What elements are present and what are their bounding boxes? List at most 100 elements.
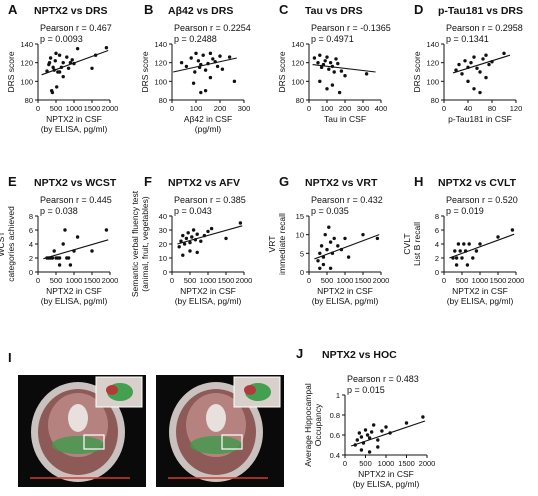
data-point (465, 263, 470, 267)
data-point (327, 67, 331, 71)
x-tick-label: 1500 (490, 276, 507, 285)
data-point (68, 263, 73, 267)
x-tick-label: 100 (190, 104, 203, 113)
chart-title: NPTX2 vs WCST (34, 177, 117, 189)
panel-label: F (144, 174, 152, 189)
data-point (57, 256, 62, 260)
y-tick-label: 4 (29, 240, 33, 249)
x-tick-label: 500 (456, 276, 469, 285)
y-tick-label: 0.4 (330, 451, 340, 460)
data-point (487, 62, 491, 67)
data-point (90, 249, 94, 253)
x-axis-label: NPTX2 in CSF (452, 286, 508, 296)
chart-title: NPTX2 vs CVLT (438, 177, 517, 189)
data-point (319, 244, 324, 248)
y-tick-label: 0.8 (330, 411, 340, 420)
data-point (474, 249, 479, 253)
x-axis-label: (by ELISA, pg/ml) (41, 124, 108, 134)
x-tick-label: 0 (343, 459, 347, 468)
data-point (321, 255, 326, 259)
stat-annotation: Pearson r = 0.445 (40, 195, 112, 205)
data-point (59, 65, 64, 70)
data-point (193, 238, 198, 242)
x-axis-label: (by ELISA, pg/ml) (41, 296, 108, 306)
data-point (478, 90, 482, 95)
y-axis-label: DRS score (140, 51, 150, 92)
data-point (361, 232, 365, 237)
regression-line (177, 225, 243, 245)
data-point (72, 61, 76, 66)
data-point (463, 249, 468, 253)
data-point (72, 249, 76, 253)
x-tick-label: 300 (357, 104, 370, 113)
data-point (375, 236, 380, 241)
data-point (104, 228, 109, 232)
data-point (346, 255, 351, 259)
data-point (202, 233, 207, 238)
data-point (215, 64, 220, 69)
data-point (318, 251, 322, 256)
data-point (66, 66, 71, 70)
y-tick-label: 6 (29, 226, 33, 235)
x-tick-label: 2000 (102, 104, 119, 113)
data-point (321, 62, 326, 67)
data-point (343, 236, 347, 241)
x-tick-label: 1500 (398, 459, 415, 468)
y-tick-label: 80 (159, 96, 167, 105)
data-point (376, 438, 380, 442)
x-tick-label: 0 (36, 104, 40, 113)
y-tick-label: 100 (291, 77, 304, 86)
data-point (484, 75, 488, 80)
data-point (384, 425, 388, 429)
data-point (328, 240, 333, 244)
data-point (339, 69, 344, 73)
chart-title: NPTX2 vs VRT (305, 177, 378, 189)
stat-annotation: Pearson r = -0.1365 (311, 23, 391, 33)
x-axis-label: NPTX2 in CSF (317, 286, 373, 296)
data-point (380, 429, 384, 433)
x-tick-label: 0 (442, 104, 446, 113)
x-tick-label: 1000 (337, 276, 354, 285)
data-point (365, 433, 370, 437)
data-point (61, 60, 65, 65)
y-tick-label: 30 (159, 226, 167, 235)
x-tick-label: 0 (307, 276, 311, 285)
panel-label: D (414, 2, 423, 17)
data-point (199, 90, 203, 95)
data-point (325, 55, 329, 59)
data-point (496, 235, 500, 239)
x-tick-label: 400 (375, 104, 388, 113)
data-point (206, 229, 210, 234)
data-point (48, 56, 53, 60)
y-tick-label: 10 (159, 254, 167, 263)
x-tick-label: 2000 (373, 276, 390, 285)
stat-annotation: Pearson r = 0.2958 (446, 23, 523, 33)
panel-label: E (8, 174, 17, 189)
panel-label: G (279, 174, 289, 189)
data-point (458, 249, 462, 253)
data-point (188, 240, 192, 245)
data-point (184, 64, 189, 69)
y-tick-label: 80 (431, 96, 439, 105)
data-point (191, 81, 196, 85)
data-point (325, 87, 329, 91)
stat-annotation: p = 0.019 (446, 206, 484, 216)
x-axis-label: (by ELISA, pg/ml) (353, 479, 420, 489)
chart-title: Aβ42 vs DRS (168, 5, 233, 17)
mri-image-left (18, 375, 146, 487)
x-tick-label: 500 (321, 276, 334, 285)
data-point (328, 60, 333, 65)
data-point (323, 232, 327, 237)
data-point (197, 65, 202, 70)
y-tick-label: 100 (20, 77, 33, 86)
data-point (199, 62, 203, 67)
x-tick-label: 0 (442, 276, 446, 285)
data-point (75, 235, 80, 239)
data-point (367, 436, 372, 440)
data-point (367, 450, 372, 454)
x-tick-label: 1000 (200, 276, 217, 285)
data-point (61, 74, 65, 79)
